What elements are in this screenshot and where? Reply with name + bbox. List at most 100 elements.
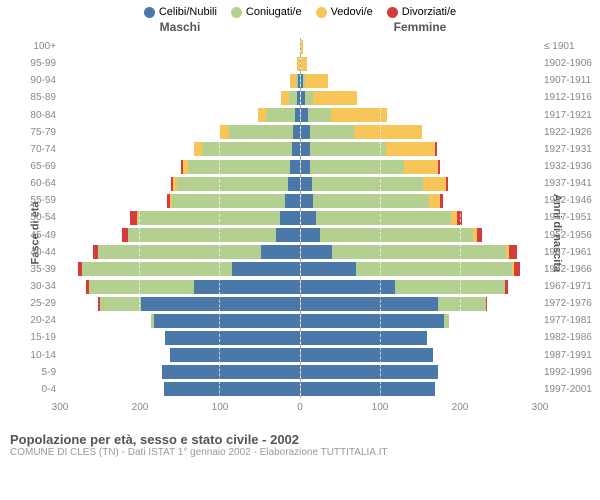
bar-stack <box>60 160 300 174</box>
bar-stack <box>301 331 541 345</box>
year-label: 1907-1911 <box>544 75 596 86</box>
male-half <box>60 227 301 244</box>
bar-stack <box>60 280 300 294</box>
header-male: Maschi <box>60 20 300 34</box>
bar-segment <box>188 160 290 174</box>
bar-segment <box>295 108 300 122</box>
bar-segment <box>435 142 437 156</box>
bar-segment <box>457 211 462 225</box>
year-label: 1957-1961 <box>544 247 596 258</box>
bar-stack <box>60 245 300 259</box>
male-half <box>60 89 301 106</box>
female-half <box>301 278 541 295</box>
age-row: 55-591942-1946 <box>60 192 540 209</box>
age-label: 70-74 <box>12 144 56 155</box>
bar-segment <box>82 262 232 276</box>
bar-stack <box>301 348 541 362</box>
bar-segment <box>292 142 300 156</box>
age-label: 75-79 <box>12 127 56 138</box>
bar-segment <box>308 108 330 122</box>
age-label: 100+ <box>12 41 56 52</box>
bar-stack <box>60 228 300 242</box>
bar-stack <box>301 262 541 276</box>
year-label: 1932-1936 <box>544 161 596 172</box>
bar-stack <box>60 262 300 276</box>
footer-sub: COMUNE DI CLES (TN) - Dati ISTAT 1° genn… <box>10 447 590 458</box>
bar-stack <box>301 194 541 208</box>
male-half <box>60 72 301 89</box>
legend-label: Divorziati/e <box>402 6 456 18</box>
age-label: 80-84 <box>12 110 56 121</box>
bar-stack <box>60 211 300 225</box>
chart-area: Fasce di età Anni di nascita 100+≤ 19019… <box>0 38 600 428</box>
bar-segment <box>289 91 297 105</box>
year-label: 1927-1931 <box>544 144 596 155</box>
bar-segment <box>320 228 473 242</box>
bar-segment <box>232 262 300 276</box>
age-label: 35-39 <box>12 264 56 275</box>
bar-segment <box>298 74 300 88</box>
bar-stack <box>60 125 300 139</box>
legend-item: Divorziati/e <box>387 6 456 18</box>
bar-segment <box>141 297 299 311</box>
age-row: 0-41997-2001 <box>60 381 540 398</box>
age-row: 90-941907-1911 <box>60 72 540 89</box>
x-tick: 100 <box>212 402 229 413</box>
female-half <box>301 141 541 158</box>
male-half <box>60 209 301 226</box>
bar-segment <box>297 91 299 105</box>
bar-segment <box>301 348 434 362</box>
female-half <box>301 295 541 312</box>
male-half <box>60 38 301 55</box>
bar-segment <box>310 160 404 174</box>
bar-stack <box>301 160 541 174</box>
bar-segment <box>128 228 276 242</box>
bar-segment <box>313 194 429 208</box>
bar-segment <box>194 142 202 156</box>
male-half <box>60 244 301 261</box>
year-label: 1912-1916 <box>544 92 596 103</box>
bar-stack <box>60 40 300 54</box>
bar-stack <box>60 331 300 345</box>
bar-segment <box>276 228 300 242</box>
age-row: 80-841917-1921 <box>60 107 540 124</box>
female-half <box>301 364 541 381</box>
bar-stack <box>301 125 541 139</box>
male-half <box>60 347 301 364</box>
bar-segment <box>301 57 307 71</box>
bar-segment <box>301 125 311 139</box>
footer-title: Popolazione per età, sesso e stato civil… <box>10 432 590 447</box>
bar-stack <box>60 57 300 71</box>
female-half <box>301 124 541 141</box>
legend-swatch-icon <box>387 7 398 18</box>
age-row: 100+≤ 1901 <box>60 38 540 55</box>
bar-stack <box>301 382 541 396</box>
female-half <box>301 261 541 278</box>
age-row: 95-991902-1906 <box>60 55 540 72</box>
x-tick: 200 <box>452 402 469 413</box>
footer: Popolazione per età, sesso e stato civil… <box>0 428 600 458</box>
age-row: 20-241977-1981 <box>60 312 540 329</box>
bar-segment <box>316 211 450 225</box>
bar-segment <box>444 314 449 328</box>
bar-segment <box>301 382 435 396</box>
age-row: 35-391962-1966 <box>60 261 540 278</box>
bar-segment <box>305 91 313 105</box>
age-label: 20-24 <box>12 315 56 326</box>
year-label: 1967-1971 <box>544 281 596 292</box>
legend-label: Vedovi/e <box>331 6 373 18</box>
bar-segment <box>423 177 445 191</box>
year-label: 1972-1976 <box>544 298 596 309</box>
age-row: 5-91992-1996 <box>60 364 540 381</box>
age-label: 15-19 <box>12 332 56 343</box>
year-label: 1947-1951 <box>544 212 596 223</box>
bar-segment <box>177 177 289 191</box>
x-tick: 300 <box>532 402 549 413</box>
bar-stack <box>301 297 541 311</box>
pyramid-container: Celibi/NubiliConiugati/eVedovi/eDivorzia… <box>0 0 600 500</box>
year-label: 1902-1906 <box>544 58 596 69</box>
bar-segment <box>301 280 395 294</box>
female-half <box>301 72 541 89</box>
male-half <box>60 192 301 209</box>
bar-segment <box>310 125 354 139</box>
